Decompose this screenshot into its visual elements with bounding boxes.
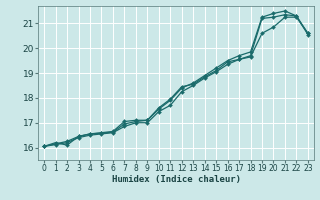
- X-axis label: Humidex (Indice chaleur): Humidex (Indice chaleur): [111, 175, 241, 184]
